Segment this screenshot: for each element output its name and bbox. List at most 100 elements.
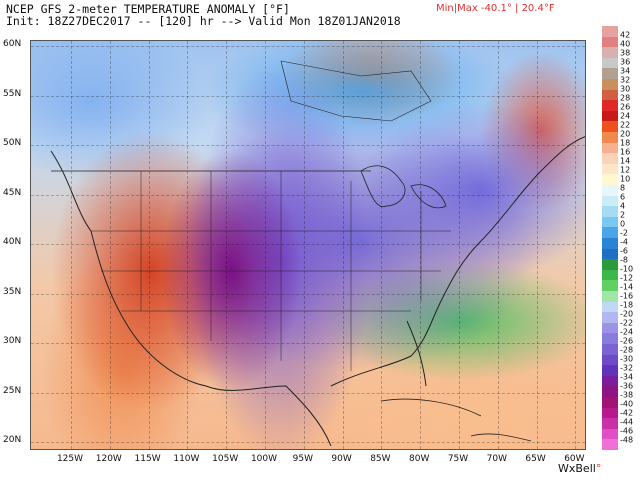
latitude-gridline <box>31 95 585 97</box>
legend-swatch <box>602 100 618 111</box>
legend-label: -24 <box>620 327 634 337</box>
legend-label: -8 <box>620 255 628 265</box>
legend-label: -38 <box>620 390 634 400</box>
legend-swatch <box>602 344 618 355</box>
legend-swatch <box>602 174 618 185</box>
latitude-gridline <box>31 194 585 196</box>
legend-label: 24 <box>620 111 631 121</box>
legend-swatch <box>602 280 618 291</box>
longitude-gridline <box>187 41 189 449</box>
legend-swatch <box>602 142 618 154</box>
latitude-label: 35N <box>3 286 22 297</box>
legend-label: 34 <box>620 66 631 76</box>
longitude-label: 60W <box>564 454 585 464</box>
latitude-label: 20N <box>3 435 22 445</box>
legend-label: 10 <box>620 174 631 184</box>
longitude-gridline <box>459 41 460 449</box>
legend-swatch <box>602 365 618 376</box>
legend-label: -12 <box>620 273 634 283</box>
longitude-label: 110W <box>173 454 200 464</box>
longitude-label: 95W <box>292 454 313 464</box>
legend-label: 18 <box>620 138 631 148</box>
map-subtitle: Init: 18Z27DEC2017 -- [120] hr --> Valid… <box>6 14 401 28</box>
legend-swatch <box>602 121 618 132</box>
longitude-label: 85W <box>370 454 391 464</box>
legend-label: 14 <box>620 156 631 166</box>
legend-swatch <box>602 153 618 164</box>
legend-swatch <box>602 259 618 270</box>
legend-swatch <box>602 110 618 122</box>
latitude-label: 55N <box>3 88 22 99</box>
longitude-label: 115W <box>134 454 161 464</box>
legend-swatch <box>602 301 618 313</box>
latitude-gridline <box>31 244 585 245</box>
legend-label: -4 <box>620 237 628 247</box>
legend-swatch <box>602 79 618 90</box>
longitude-label: 100W <box>250 454 278 464</box>
legend-swatch <box>602 47 618 58</box>
latitude-label: 40N <box>3 237 22 247</box>
legend-label: -20 <box>620 309 634 319</box>
latitude-gridline <box>31 46 585 47</box>
legend-label: -46 <box>620 426 634 436</box>
legend-swatch <box>602 26 618 37</box>
longitude-label: 90W <box>331 454 352 464</box>
legend-label: -28 <box>620 345 634 355</box>
longitude-gridline <box>148 41 150 449</box>
legend-swatch <box>602 386 618 397</box>
latitude-gridline <box>31 293 585 295</box>
legend-swatch <box>602 375 618 387</box>
legend-swatch <box>602 36 618 48</box>
legend-swatch <box>602 418 618 429</box>
legend-swatch <box>602 291 618 302</box>
legend-label: -36 <box>620 381 634 391</box>
legend-swatch <box>602 439 618 450</box>
legend-label: 36 <box>620 57 631 67</box>
legend-label: 8 <box>620 183 626 193</box>
temperature-anomaly-map <box>30 40 586 450</box>
longitude-label: 125W <box>56 454 84 464</box>
legend-swatch <box>602 195 618 207</box>
longitude-gridline <box>575 41 577 449</box>
longitude-gridline <box>303 41 305 449</box>
legend-swatch <box>602 132 618 143</box>
latitude-label: 25N <box>3 385 22 396</box>
legend-swatch <box>602 397 618 408</box>
latitude-gridline <box>31 145 585 146</box>
wxbell-logo: WxBell° <box>558 462 602 475</box>
legend-swatch <box>602 269 618 281</box>
longitude-gridline <box>265 41 266 449</box>
longitude-gridline <box>109 41 111 449</box>
legend-swatch <box>602 407 618 419</box>
latitude-gridline <box>31 343 585 344</box>
legend-label: -2 <box>620 228 628 238</box>
legend-label: 32 <box>620 75 631 85</box>
longitude-label: 70W <box>486 454 507 464</box>
legend-label: -18 <box>620 300 634 310</box>
latitude-label: 50N <box>3 138 22 148</box>
longitude-label: 80W <box>409 454 430 464</box>
latitude-label: 30N <box>3 336 22 346</box>
legend-swatch <box>602 333 618 344</box>
longitude-label: 65W <box>525 454 546 464</box>
longitude-gridline <box>381 41 383 449</box>
legend-swatch <box>602 248 618 260</box>
longitude-label: 120W <box>95 454 122 464</box>
legend-swatch <box>602 185 618 196</box>
legend-label: -42 <box>620 408 634 418</box>
longitude-gridline <box>342 41 344 449</box>
legend-label: 16 <box>620 147 631 157</box>
legend-label: -22 <box>620 318 634 328</box>
longitude-gridline <box>420 41 422 449</box>
legend-label: 28 <box>620 93 631 103</box>
legend-label: 40 <box>620 39 631 49</box>
legend-swatch <box>602 354 618 366</box>
legend-swatch <box>602 163 618 175</box>
legend-label: -14 <box>620 282 634 292</box>
legend-label: -30 <box>620 354 634 364</box>
longitude-gridline <box>497 41 499 449</box>
legend-swatch <box>602 312 618 323</box>
coastline-overlay <box>50 60 585 447</box>
legend-label: -6 <box>620 246 628 256</box>
legend-swatch <box>602 206 618 217</box>
